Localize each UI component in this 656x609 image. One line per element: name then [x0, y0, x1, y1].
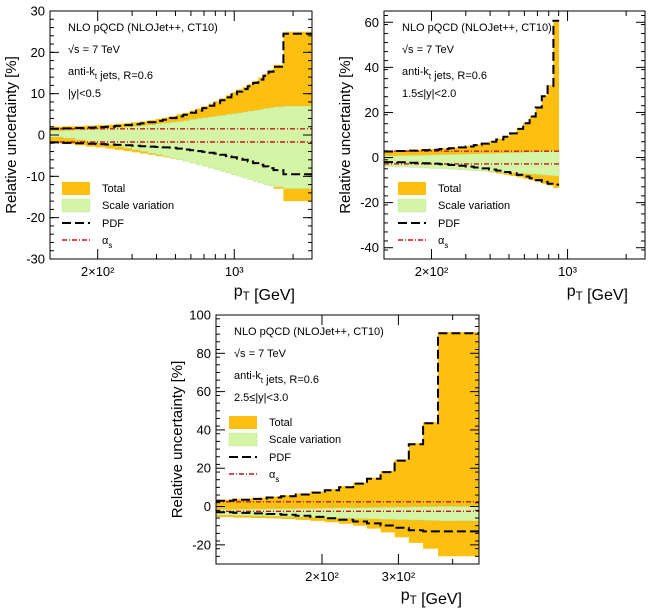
y-tick-label: -20: [360, 195, 379, 210]
legend-swatch-scale: [397, 198, 427, 213]
y-tick-label: 60: [197, 384, 211, 399]
legend-swatch-total: [229, 416, 257, 429]
legend-label: Scale variation: [438, 200, 510, 212]
y-tick-label: 10: [31, 86, 45, 101]
pdf-up-line: [384, 19, 560, 153]
y-axis-label: Relative uncertainty [%]: [3, 56, 20, 214]
y-tick-label: 20: [197, 461, 211, 476]
legend-label: αs: [438, 235, 448, 250]
legend-swatch-scale: [61, 198, 91, 213]
y-tick-label: 20: [365, 105, 379, 120]
legend-label: Total: [438, 183, 461, 195]
plot-frame: [383, 10, 646, 260]
legend-label: Scale variation: [269, 434, 341, 446]
annotation-text: |y|<0.5: [68, 88, 101, 100]
y-tick-label: -30: [26, 252, 45, 267]
y-tick-label: 0: [204, 499, 211, 514]
total-uncertainty-band: [216, 332, 479, 557]
legend-label: PDF: [102, 218, 124, 230]
pdf-up-line: [216, 332, 479, 502]
scale-variation-band: [216, 506, 479, 522]
annotation-text: √s = 7 TeV: [68, 44, 121, 56]
annotation-text: anti-kt jets, R=0.6: [234, 370, 319, 386]
plot-area: [384, 19, 560, 188]
y-axis-label: Relative uncertainty [%]: [169, 361, 186, 519]
y-tick-label: -10: [26, 169, 45, 184]
chart-panel-3: -20 0 20 40 60 80 100 2×10² 3×10² Relative uncert…: [169, 308, 480, 608]
x-tick-label: 10³: [558, 264, 577, 279]
y-tick-label: 40: [197, 422, 211, 437]
annotation-text: anti-kt jets, R=0.6: [402, 66, 487, 82]
y-tick-label: 60: [365, 15, 379, 30]
annotation-text: 2.5≤|y|<3.0: [234, 392, 288, 404]
legend-label: Total: [269, 417, 292, 429]
y-tick-label: 40: [365, 60, 379, 75]
x-tick-label: 2×10²: [415, 264, 449, 279]
x-tick-label: 2×10²: [305, 569, 339, 584]
scale-variation-band: [50, 105, 312, 189]
x-axis-label: pT [GeV]: [401, 587, 462, 608]
annotation-text: √s = 7 TeV: [402, 44, 455, 56]
annotation-text: NLO pQCD (NLOJet++, CT10): [234, 326, 384, 338]
annotation-text: NLO pQCD (NLOJet++, CT10): [402, 22, 552, 34]
y-tick-label: -20: [26, 210, 45, 225]
plot-area: [216, 332, 479, 557]
plot-frame: [215, 314, 480, 565]
legend-label: Scale variation: [102, 200, 174, 212]
pdf-down-line: [50, 141, 312, 176]
legend-swatch-total: [398, 182, 426, 195]
chart-panel-2: -40 -20 0 20 40 60 2×10² 10³ Relative uncertaint…: [337, 10, 646, 304]
pdf-down-line: [384, 161, 560, 186]
pdf-up-line: [50, 32, 312, 130]
y-tick-label: -20: [192, 537, 211, 552]
y-tick-label: -40: [360, 240, 379, 255]
y-tick-label: 100: [189, 308, 211, 323]
x-tick-label: 2×10²: [81, 264, 115, 279]
legend-label: PDF: [438, 218, 460, 230]
pdf-down-line: [216, 511, 479, 533]
x-axis-label: pT [GeV]: [234, 283, 295, 304]
x-tick-label: 10³: [225, 264, 244, 279]
annotation-text: NLO pQCD (NLOJet++, CT10): [68, 22, 218, 34]
legend: Total Scale variation PDF αs: [61, 182, 174, 250]
legend-label: αs: [102, 235, 112, 250]
y-tick-label: 20: [31, 45, 45, 60]
legend-swatch-scale: [228, 432, 258, 447]
annotation-text: anti-kt jets, R=0.6: [68, 66, 153, 82]
y-tick-label: 0: [372, 150, 379, 165]
total-uncertainty-band: [384, 20, 560, 188]
annotation-text: 1.5≤|y|<2.0: [402, 88, 456, 100]
legend: Total Scale variation PDF αs: [228, 416, 341, 484]
y-axis-label: Relative uncertainty [%]: [337, 56, 354, 214]
chart-panel-1: -30 -20 -10 0 10 20 30 2×10² 10³ Relative uncerta…: [3, 4, 313, 304]
plot-area: [50, 31, 312, 202]
legend-swatch-total: [62, 182, 90, 195]
legend-label: PDF: [269, 452, 291, 464]
legend-label: Total: [102, 183, 125, 195]
x-axis-label: pT [GeV]: [567, 283, 628, 304]
y-tick-label: 30: [31, 4, 45, 19]
legend: Total Scale variation PDF αs: [397, 182, 510, 250]
x-tick-label: 3×10²: [382, 569, 416, 584]
y-tick-label: 80: [197, 346, 211, 361]
y-tick-label: 0: [38, 128, 45, 143]
legend-label: αs: [269, 469, 279, 484]
annotation-text: √s = 7 TeV: [234, 348, 287, 360]
